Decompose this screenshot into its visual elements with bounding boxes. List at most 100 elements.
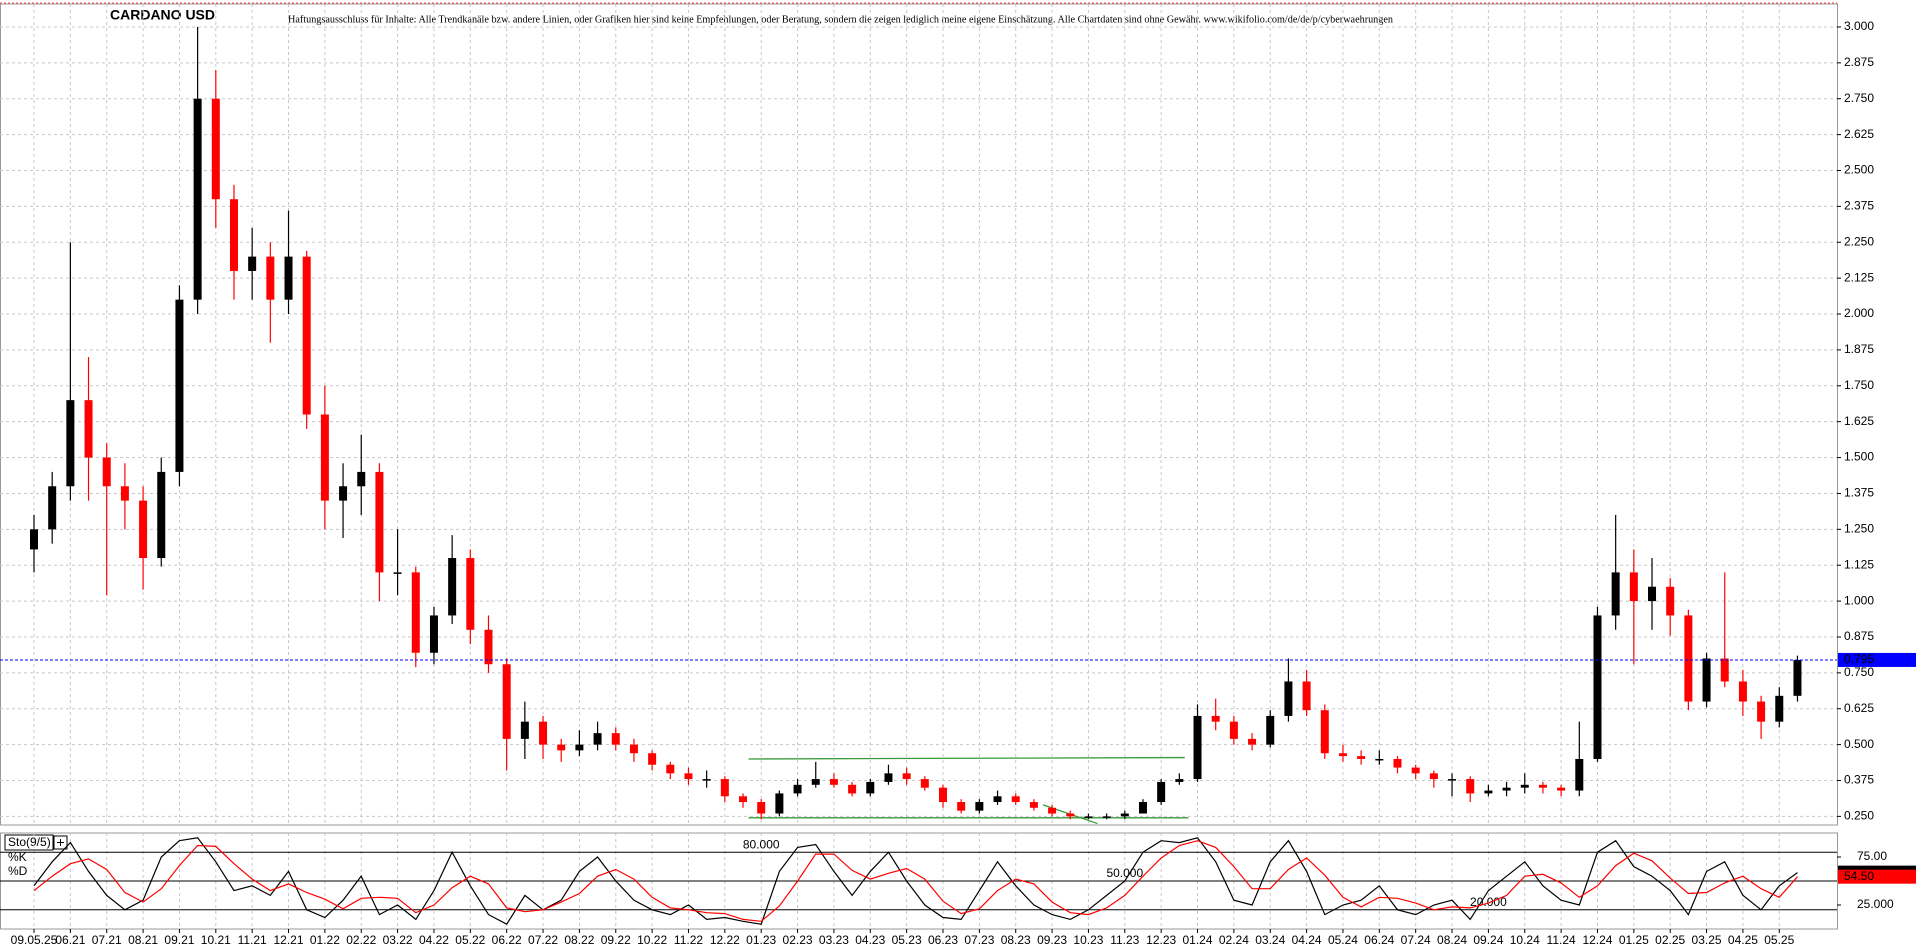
candle-body <box>1248 738 1257 745</box>
candle-body <box>1393 758 1402 768</box>
candle-body <box>1775 695 1784 722</box>
candle-body <box>739 796 748 803</box>
x-tick-label: 09.21 <box>164 933 194 947</box>
candle-body <box>629 744 638 754</box>
x-tick-label: 09.05.25 <box>11 933 58 947</box>
x-tick-label: 10.21 <box>201 933 231 947</box>
candle-body <box>593 733 602 745</box>
candle-body <box>339 486 348 501</box>
candle-body <box>1211 715 1220 722</box>
candle-body <box>1429 773 1438 780</box>
candle-body <box>920 779 929 788</box>
stochastic-line <box>33 837 1798 925</box>
candle-body <box>1757 701 1766 722</box>
x-tick-label: 08.23 <box>1001 933 1031 947</box>
x-tick-label: 10.24 <box>1510 933 1540 947</box>
candle-body <box>902 773 911 780</box>
candle-body <box>84 400 93 458</box>
x-tick-label: 12.21 <box>274 933 304 947</box>
y-tick-label: 2.750 <box>1844 91 1874 105</box>
candle-body <box>957 802 966 811</box>
y-tick-label: 0.875 <box>1844 629 1874 643</box>
x-tick-label: 02.23 <box>783 933 813 947</box>
x-tick-label: 05.23 <box>892 933 922 947</box>
x-tick-label: 02.22 <box>346 933 376 947</box>
candle-body <box>1575 758 1584 791</box>
x-tick-label: 12.23 <box>1146 933 1176 947</box>
candle-body <box>757 802 766 814</box>
candle-body <box>1793 659 1802 696</box>
candle-body <box>1338 753 1347 757</box>
candle-body <box>229 199 238 271</box>
y-tick-label: 0.625 <box>1844 701 1874 715</box>
x-tick-label: 04.25 <box>1728 933 1758 947</box>
candle-body <box>1684 615 1693 702</box>
y-tick-label: 2.000 <box>1844 306 1874 320</box>
candle-body <box>1502 787 1511 791</box>
candle-body <box>139 500 148 559</box>
y-tick-label: 2.125 <box>1844 270 1874 284</box>
candle-body <box>1484 790 1493 794</box>
x-tick-label: 02.24 <box>1219 933 1249 947</box>
candle-body <box>720 779 729 797</box>
candle-body <box>157 471 166 559</box>
level-label: 50.000 <box>1106 866 1143 880</box>
candle-body <box>1448 779 1457 781</box>
x-tick-label: 12.24 <box>1582 933 1612 947</box>
x-tick-label: 06.24 <box>1364 933 1394 947</box>
x-tick-label: 10.23 <box>1073 933 1103 947</box>
candle-body <box>1102 816 1111 818</box>
candle-body <box>429 615 438 653</box>
x-tick-label: 06.23 <box>928 933 958 947</box>
y-tick-label: 1.000 <box>1844 593 1874 607</box>
candle-body <box>811 779 820 785</box>
x-tick-label: 03.22 <box>383 933 413 947</box>
x-tick-label: 11.23 <box>1110 933 1139 947</box>
x-tick-label: 09.22 <box>601 933 631 947</box>
candle-body <box>1066 813 1075 817</box>
candle-body <box>684 773 693 780</box>
y-tick-label: 0.500 <box>1844 737 1874 751</box>
candle-body <box>1193 715 1202 780</box>
candle-body <box>993 796 1002 803</box>
candle-body <box>939 787 947 803</box>
candle-body <box>1538 784 1547 788</box>
candle-body <box>320 414 329 501</box>
candle-body <box>1611 572 1620 616</box>
candle-body <box>1629 572 1638 602</box>
candle-body <box>1229 721 1238 739</box>
candle-body <box>520 721 529 739</box>
current-value-box <box>1838 869 1916 884</box>
candle-body <box>211 98 220 200</box>
candle-body <box>648 753 657 765</box>
candle-body <box>884 773 893 782</box>
candle-body <box>1357 756 1366 759</box>
y-tick-label: 2.250 <box>1844 234 1874 248</box>
legend-label: %K <box>8 850 27 864</box>
candle-body <box>48 486 57 530</box>
candle-body <box>1175 779 1184 782</box>
candle-body <box>102 457 111 487</box>
x-tick-label: 09.23 <box>1037 933 1067 947</box>
candle-body <box>1375 758 1384 761</box>
candle-body <box>357 471 366 487</box>
candle-body <box>375 471 384 573</box>
candle-body <box>1048 807 1057 814</box>
y-tick-label: 1.750 <box>1844 378 1874 392</box>
y-tick-label: 1.375 <box>1844 486 1874 500</box>
candle-body <box>866 781 875 794</box>
candle-body <box>484 629 493 665</box>
y-tick-label: 2.500 <box>1844 163 1874 177</box>
candle-body <box>120 486 129 501</box>
y-tick-label: 1.500 <box>1844 450 1874 464</box>
candle-body <box>1138 802 1147 814</box>
x-tick-label: 08.21 <box>128 933 158 947</box>
x-tick-label: 06.22 <box>492 933 522 947</box>
candle-body <box>393 572 402 574</box>
candle-body <box>193 98 202 300</box>
y-tick-label: 0.750 <box>1844 665 1874 679</box>
candle-body <box>466 558 475 630</box>
